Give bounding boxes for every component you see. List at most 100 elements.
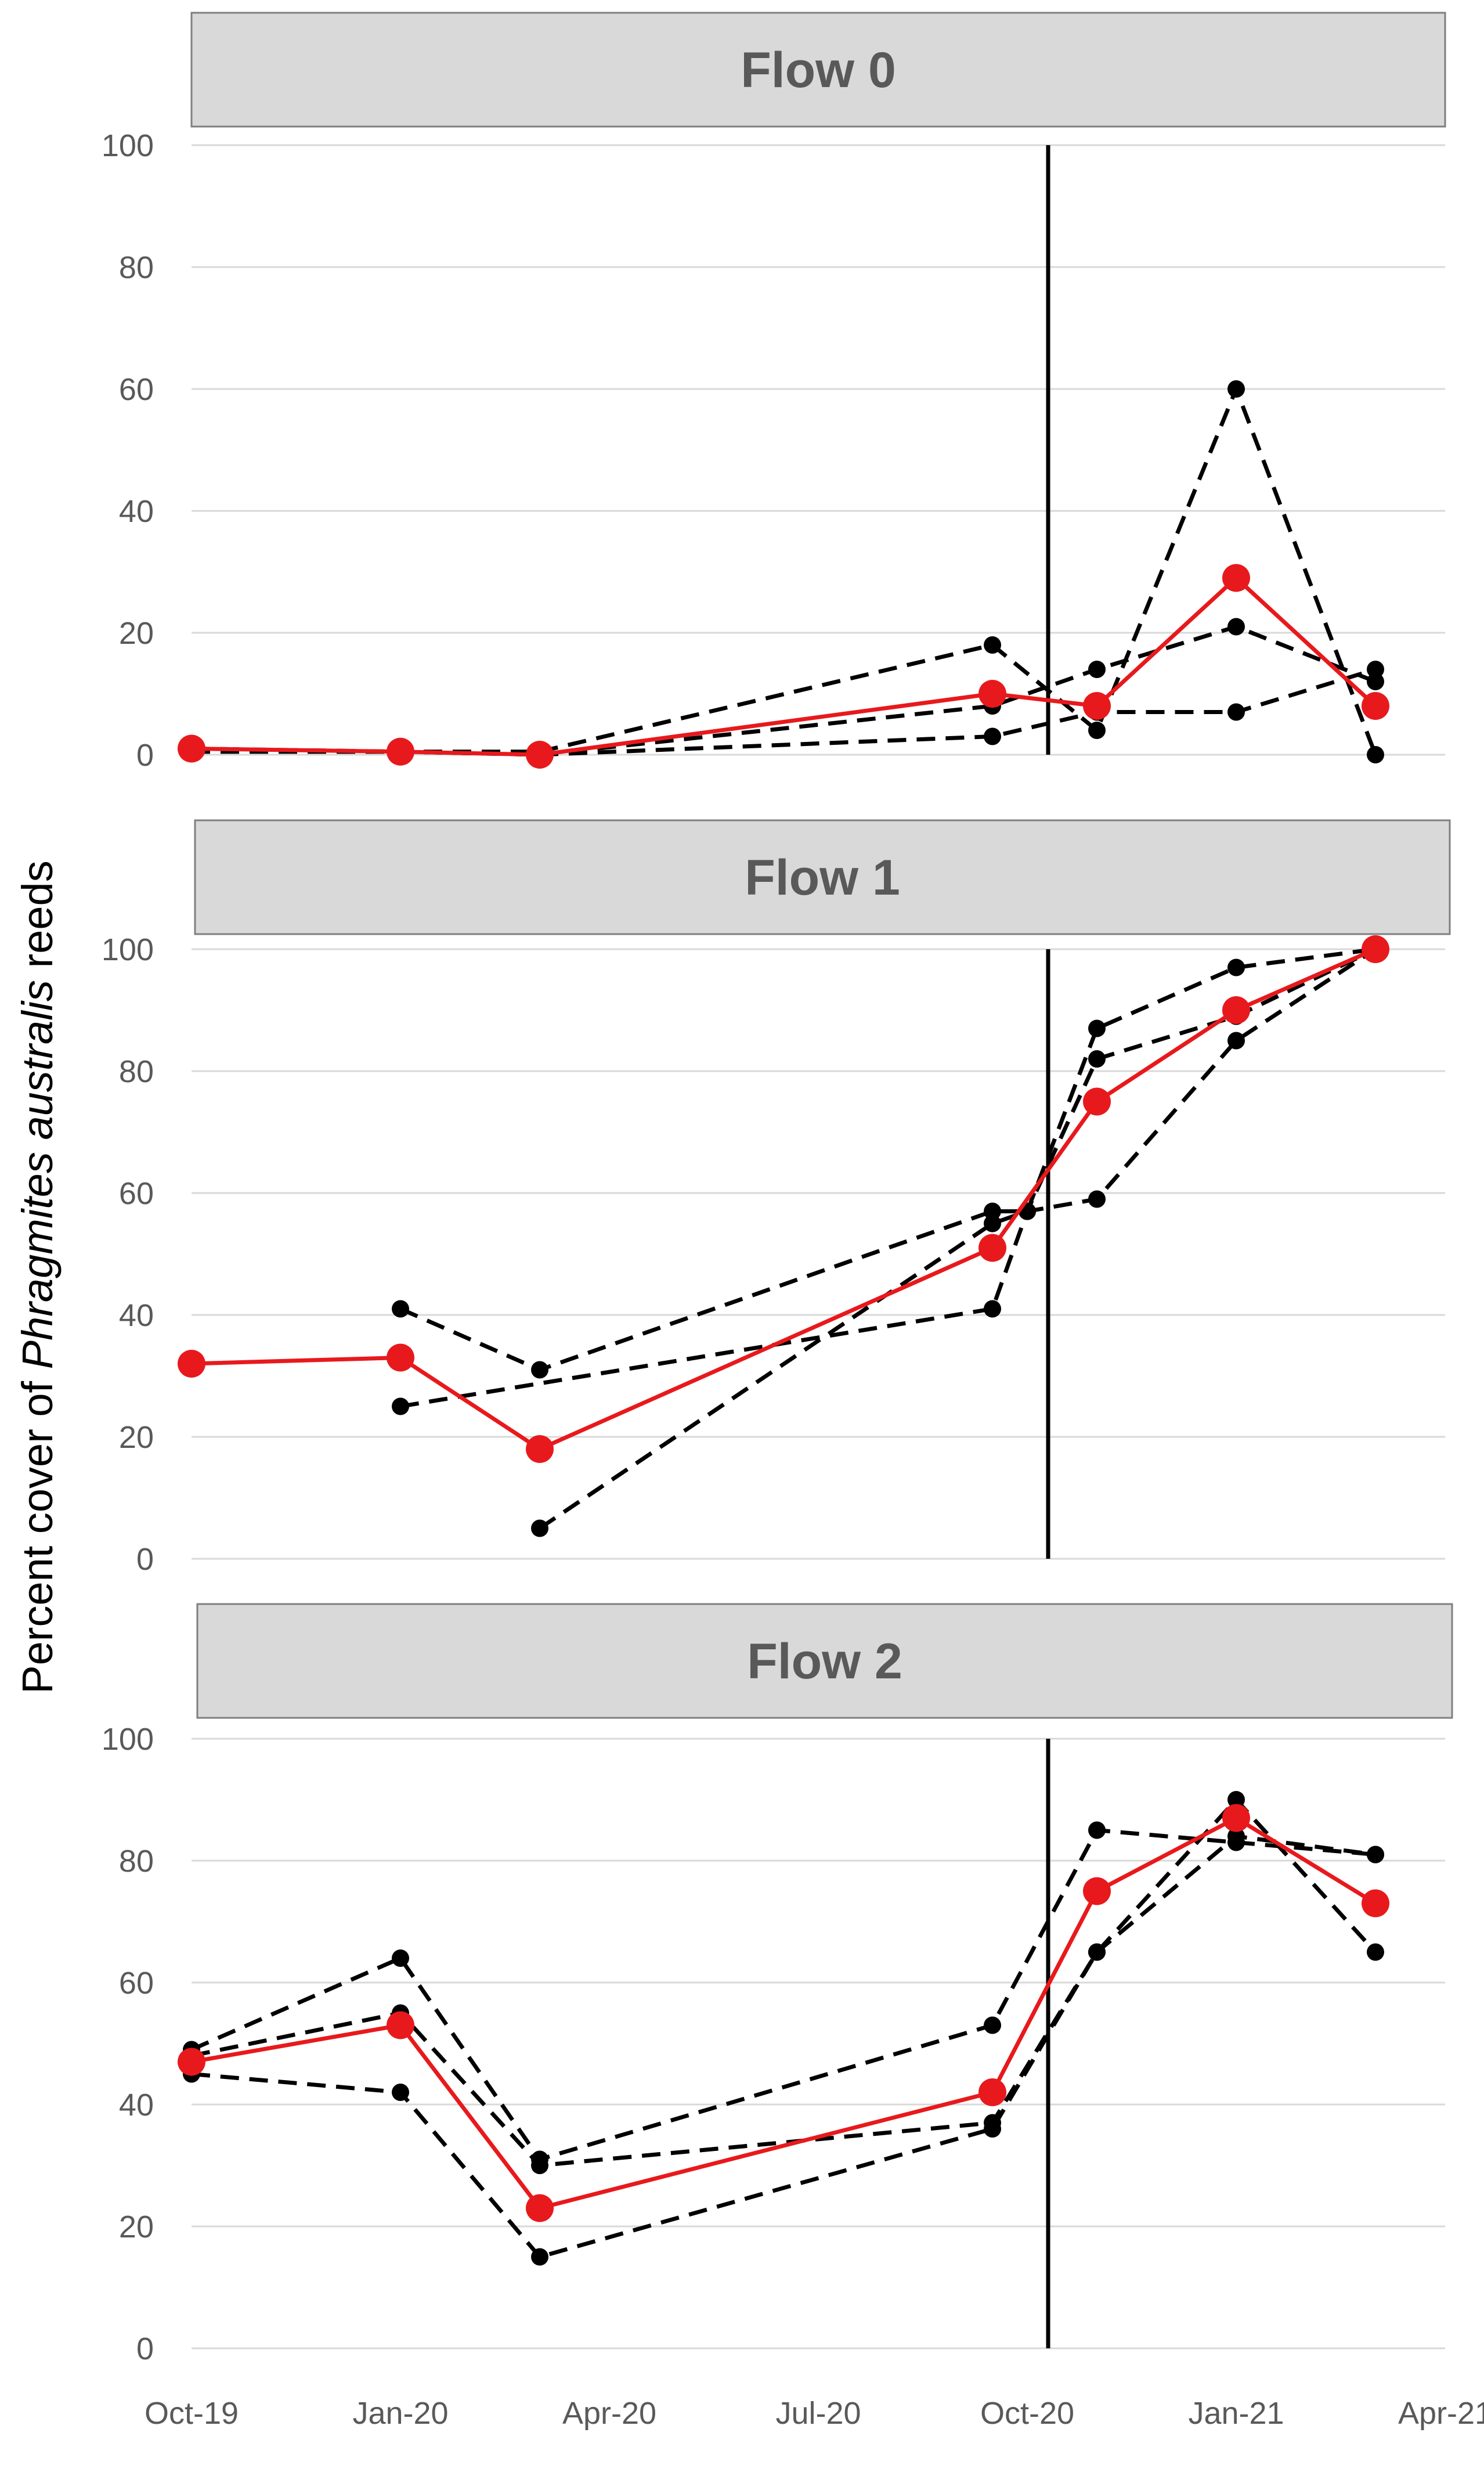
replicate-point <box>1367 1943 1384 1961</box>
mean-point <box>1362 692 1389 720</box>
replicate-point <box>1227 703 1245 721</box>
mean-point <box>1083 1877 1111 1905</box>
replicate-point <box>1088 1019 1106 1037</box>
y-tick-label: 0 <box>136 738 154 773</box>
mean-point <box>1222 1804 1250 1832</box>
replicate-line <box>191 624 1377 757</box>
mean-point <box>387 1343 414 1372</box>
y-axis-label: Percent cover of Phragmites australis re… <box>13 860 62 1693</box>
mean-point <box>526 1435 554 1463</box>
mean-point <box>1083 692 1111 720</box>
y-tick-label: 20 <box>119 1420 154 1455</box>
replicate-line <box>539 947 1377 1530</box>
replicate-point <box>392 1300 409 1318</box>
panel-0: Flow 0 0 20 40 60 80 100 <box>102 12 1446 773</box>
mean-point <box>526 2194 554 2222</box>
x-tick-label: Oct-19 <box>145 2396 239 2431</box>
y-tick-label: 100 <box>102 128 154 163</box>
y-tick-label: 40 <box>119 1298 154 1333</box>
y-tick-label: 80 <box>119 1054 154 1089</box>
replicate-point <box>1088 1821 1106 1839</box>
replicate-point <box>531 2248 548 2266</box>
mean-point <box>978 2078 1006 2106</box>
y-tick-label: 20 <box>119 2210 154 2244</box>
replicate-point <box>1227 1032 1245 1050</box>
mean-point <box>387 2011 414 2039</box>
mean-point <box>1222 996 1250 1024</box>
replicate-point <box>1227 1791 1245 1808</box>
replicate-point <box>984 2114 1001 2132</box>
replicate-line <box>400 947 1377 1408</box>
mean-point <box>1362 1889 1389 1918</box>
mean-point <box>178 2048 205 2076</box>
replicate-point <box>984 636 1001 654</box>
y-tick-label: 60 <box>119 1966 154 2001</box>
y-tick-label: 60 <box>119 1176 154 1211</box>
panel-title-box <box>190 12 1446 128</box>
replicate-point <box>984 1215 1001 1232</box>
panel-title: Flow 1 <box>745 850 900 906</box>
replicate-point <box>1227 380 1245 398</box>
replicate-line <box>192 667 1377 757</box>
mean-point <box>526 741 554 769</box>
mean-point <box>387 737 414 766</box>
mean-point <box>1362 935 1389 963</box>
panel-2: Flow 2 0 20 40 60 80 100 <box>102 1603 1453 2366</box>
replicate-point <box>1367 746 1384 763</box>
y-tick-label: 100 <box>102 932 154 967</box>
x-tick-label: Jul-20 <box>775 2396 861 2431</box>
replicate-line <box>192 383 1378 756</box>
replicate-point <box>1088 722 1106 739</box>
replicate-point <box>1088 1050 1106 1068</box>
replicate-point <box>1088 661 1106 678</box>
replicate-point <box>1227 958 1245 976</box>
y-tick-label: 0 <box>136 2331 154 2366</box>
replicate-point <box>1367 673 1384 690</box>
replicate-point <box>984 2016 1001 2034</box>
mean-line <box>191 1815 1377 2211</box>
y-tick-label: 80 <box>119 250 154 285</box>
replicate-point <box>1088 1943 1106 1961</box>
panel-title: Flow 2 <box>747 1634 902 1689</box>
replicate-point <box>1088 1190 1106 1208</box>
mean-point <box>1083 1087 1111 1116</box>
y-tick-label: 20 <box>119 616 154 651</box>
replicate-point <box>392 1397 409 1415</box>
x-tick-label: Apr-20 <box>562 2396 656 2431</box>
panel-1: Flow 1 0 20 40 60 80 100 <box>102 819 1451 1577</box>
mean-point <box>178 1350 205 1378</box>
mean-point <box>978 1234 1006 1262</box>
y-tick-label: 40 <box>119 494 154 529</box>
x-axis: Oct-19 Jan-20 Apr-20 Jul-20 Oct-20 Jan-21 Apr-… <box>145 2396 1484 2431</box>
replicate-point <box>1227 618 1245 636</box>
replicate-line <box>190 1828 1376 2162</box>
panel-title-box <box>194 819 1451 935</box>
replicate-point <box>1367 1846 1384 1864</box>
replicate-point <box>1367 661 1384 678</box>
mean-point <box>1222 564 1250 592</box>
y-tick-label: 0 <box>136 1542 154 1577</box>
replicate-point <box>392 2084 409 2101</box>
replicate-point <box>984 1202 1001 1220</box>
x-tick-label: Apr-21 <box>1398 2396 1484 2431</box>
x-tick-label: Jan-20 <box>352 2396 448 2431</box>
y-tick-label: 100 <box>102 1722 154 1757</box>
y-tick-label: 40 <box>119 2088 154 2122</box>
y-tick-label: 80 <box>119 1844 154 1879</box>
panel-title: Flow 0 <box>741 42 896 98</box>
replicate-line <box>191 1834 1376 2168</box>
replicate-point <box>531 1519 548 1537</box>
replicate-point <box>392 1949 409 1967</box>
x-tick-label: Jan-21 <box>1188 2396 1284 2431</box>
replicate-point <box>984 1300 1001 1318</box>
replicate-point <box>984 727 1001 745</box>
mean-line <box>191 947 1377 1451</box>
panel-title-box <box>196 1603 1453 1719</box>
x-tick-label: Oct-20 <box>980 2396 1074 2431</box>
y-tick-label: 60 <box>119 372 154 407</box>
replicate-point <box>1227 1828 1245 1845</box>
y-axis-label-text: Percent cover of Phragmites australis re… <box>13 860 62 1693</box>
mean-point <box>978 680 1006 708</box>
